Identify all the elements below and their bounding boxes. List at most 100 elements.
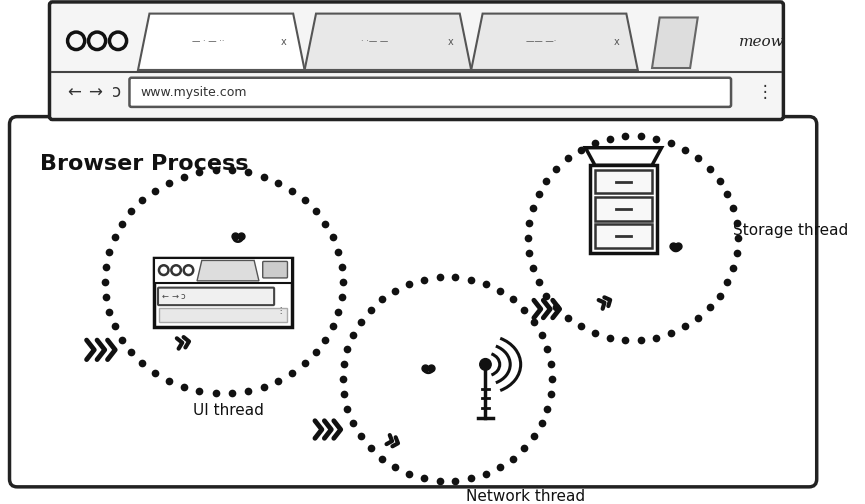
Text: ↄ: ↄ <box>181 292 185 301</box>
Point <box>241 168 255 176</box>
Point <box>318 220 332 228</box>
Point <box>545 375 559 383</box>
Point <box>478 280 492 288</box>
Point <box>326 233 340 241</box>
Point <box>125 348 138 356</box>
Point <box>703 165 717 173</box>
FancyBboxPatch shape <box>590 165 657 253</box>
Text: Browser Process: Browser Process <box>40 154 248 173</box>
Text: x: x <box>447 37 453 47</box>
Text: ⋮: ⋮ <box>277 306 285 316</box>
Point <box>326 322 340 330</box>
Point <box>99 293 112 301</box>
Point <box>208 166 222 174</box>
Point <box>618 336 632 344</box>
Point <box>522 234 535 242</box>
Point <box>363 445 377 453</box>
Text: ←: ← <box>67 83 81 101</box>
Text: →: → <box>88 83 102 101</box>
Point <box>257 383 271 391</box>
Point <box>561 154 574 162</box>
Point <box>432 273 446 281</box>
Point <box>285 369 299 377</box>
Point <box>634 336 648 344</box>
Text: x: x <box>281 37 286 47</box>
Point <box>148 369 162 377</box>
Point <box>432 477 446 485</box>
Polygon shape <box>586 148 662 165</box>
Text: Storage thread: Storage thread <box>733 223 849 238</box>
Point <box>136 196 150 204</box>
Circle shape <box>480 358 491 370</box>
Text: Network thread: Network thread <box>466 489 586 504</box>
Point <box>671 242 685 250</box>
Polygon shape <box>471 14 638 70</box>
Point <box>731 234 745 242</box>
Point <box>691 314 705 322</box>
Point <box>517 305 531 313</box>
Point <box>228 232 242 240</box>
Point <box>493 463 507 471</box>
FancyBboxPatch shape <box>159 308 287 322</box>
Point <box>448 273 462 281</box>
Point <box>115 220 129 228</box>
Text: ⋮: ⋮ <box>757 83 773 101</box>
Point <box>417 474 431 482</box>
Point <box>464 474 477 482</box>
Point <box>544 390 558 398</box>
Point <box>107 233 121 241</box>
Point <box>573 146 587 154</box>
Point <box>522 249 536 258</box>
Point <box>298 359 311 367</box>
Point <box>346 419 360 427</box>
Point <box>402 470 416 478</box>
Point <box>573 323 587 331</box>
Text: x: x <box>614 37 619 47</box>
FancyBboxPatch shape <box>154 258 292 328</box>
Point <box>634 133 648 141</box>
Point <box>425 363 439 371</box>
Point <box>522 219 536 227</box>
Point <box>354 432 368 440</box>
Point <box>331 247 345 256</box>
Point <box>419 363 432 371</box>
Polygon shape <box>652 18 698 68</box>
Point <box>535 419 548 427</box>
FancyBboxPatch shape <box>263 262 287 278</box>
Point <box>285 186 299 195</box>
Point <box>535 331 548 339</box>
Point <box>336 375 349 383</box>
Point <box>107 322 121 330</box>
Point <box>544 360 558 368</box>
Point <box>193 168 207 176</box>
Point <box>234 232 248 240</box>
Point <box>721 190 734 198</box>
Point <box>272 178 285 186</box>
Point <box>331 308 345 316</box>
Point <box>603 334 617 342</box>
Point <box>309 348 323 356</box>
Point <box>162 178 176 186</box>
FancyBboxPatch shape <box>130 78 731 107</box>
Point <box>363 305 377 313</box>
Point <box>549 303 563 311</box>
FancyBboxPatch shape <box>595 170 652 194</box>
Point <box>388 287 402 295</box>
Point <box>678 323 692 331</box>
Text: UI thread: UI thread <box>193 403 264 418</box>
Point <box>98 278 112 286</box>
Point <box>541 405 554 413</box>
Point <box>664 329 678 337</box>
Point <box>532 190 546 198</box>
Point <box>309 207 323 215</box>
Point <box>588 139 602 147</box>
Point <box>125 207 138 215</box>
Point <box>148 186 162 195</box>
Point <box>729 249 743 258</box>
Polygon shape <box>197 261 259 281</box>
Point <box>417 276 431 284</box>
Point <box>341 405 355 413</box>
Point <box>225 389 239 397</box>
Point <box>402 280 416 288</box>
Point <box>136 359 150 367</box>
